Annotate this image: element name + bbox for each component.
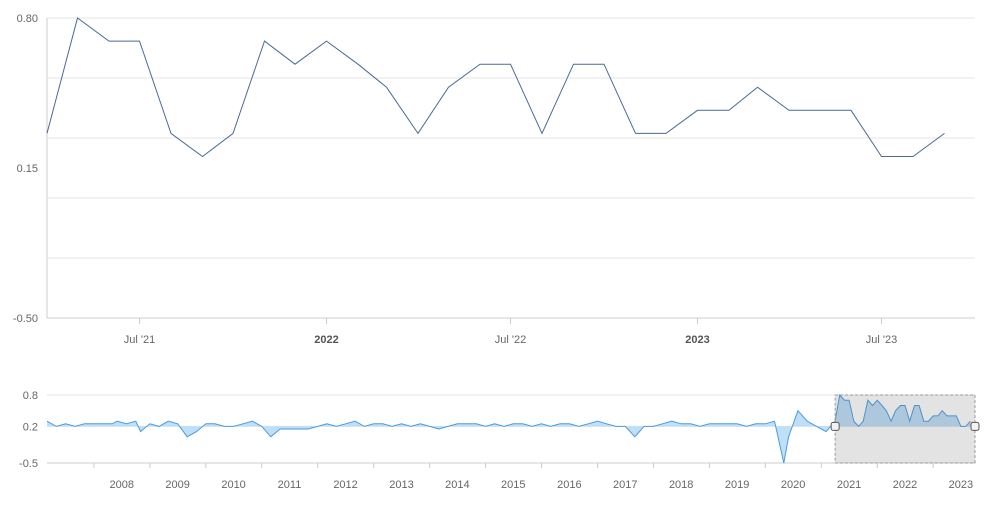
main-y-tick-label: -0.50 xyxy=(13,313,38,325)
main-data-point xyxy=(757,87,758,88)
main-data-point xyxy=(232,133,233,134)
navigator-x-tick-label: 2012 xyxy=(333,479,357,491)
main-data-point xyxy=(202,156,203,157)
navigator-x-tick-label: 2023 xyxy=(949,479,973,491)
navigator-x-tick-label: 2011 xyxy=(278,479,302,491)
main-data-point xyxy=(326,40,327,41)
main-data-point xyxy=(479,64,480,65)
main-y-tick-label: 0.80 xyxy=(17,13,38,25)
navigator-x-tick-label: 2014 xyxy=(445,479,469,491)
main-y-axis-labels: 0.80 0.15 -0.50 xyxy=(13,13,38,325)
navigator-x-tick-label: 2017 xyxy=(613,479,637,491)
main-x-tick-label: 2022 xyxy=(314,334,338,346)
main-data-point xyxy=(819,110,820,111)
main-data-point xyxy=(170,133,171,134)
navigator-x-tick-label: 2008 xyxy=(110,479,134,491)
main-data-point xyxy=(417,133,418,134)
navigator-line xyxy=(46,393,971,464)
navigator-x-tick-label: 2009 xyxy=(165,479,189,491)
main-data-point xyxy=(603,64,604,65)
navigator-y-tick-label: 0.8 xyxy=(23,390,38,402)
navigator-x-tick-label: 2016 xyxy=(557,479,581,491)
navigator-selection[interactable] xyxy=(830,394,980,464)
main-x-tick-label: 2023 xyxy=(685,334,709,346)
main-data-point xyxy=(665,133,666,134)
main-data-point xyxy=(788,110,789,111)
navigator-x-tick-label: 2020 xyxy=(781,479,805,491)
navigator-left-handle[interactable] xyxy=(830,421,840,431)
navigator-x-tick-label: 2022 xyxy=(893,479,917,491)
main-series-line xyxy=(46,17,945,158)
main-data-point xyxy=(77,17,78,18)
main-data-point xyxy=(541,133,542,134)
main-data-point xyxy=(139,40,140,41)
navigator-selected-range[interactable] xyxy=(834,394,976,464)
main-data-point xyxy=(264,40,265,41)
navigator-right-handle[interactable] xyxy=(970,421,980,431)
main-data-point xyxy=(573,64,574,65)
navigator-x-tick-label: 2019 xyxy=(725,479,749,491)
main-x-tick-label: Jul '23 xyxy=(866,334,897,346)
navigator-y-tick-label: 0.2 xyxy=(23,421,38,433)
navigator-x-tick-label: 2018 xyxy=(669,479,693,491)
main-data-point xyxy=(944,133,945,134)
main-y-tick-label: 0.15 xyxy=(17,163,38,175)
navigator-y-axis-labels: 0.8 0.2 -0.5 xyxy=(19,390,38,470)
main-data-point xyxy=(386,87,387,88)
main-grid xyxy=(46,17,975,319)
main-data-point xyxy=(881,156,882,157)
main-data-point xyxy=(294,64,295,65)
main-data-point xyxy=(697,110,698,111)
main-x-tick-label: Jul '22 xyxy=(495,334,526,346)
main-data-point xyxy=(448,87,449,88)
navigator-series xyxy=(46,393,971,464)
main-data-point xyxy=(46,133,47,134)
main-data-point xyxy=(357,64,358,65)
main-data-point xyxy=(850,110,851,111)
navigator-x-tick-label: 2015 xyxy=(501,479,525,491)
main-data-point xyxy=(728,110,729,111)
main-x-axis-labels: Jul '21 2022 Jul '22 2023 Jul '23 xyxy=(124,318,897,346)
navigator-x-tick-label: 2021 xyxy=(837,479,861,491)
navigator-x-axis-labels: 2008 2009 2010 2011 2012 2013 2014 2015 2016 2017… xyxy=(93,463,973,491)
navigator-x-tick-label: 2010 xyxy=(221,479,245,491)
main-data-point xyxy=(510,64,511,65)
navigator-y-tick-label: -0.5 xyxy=(19,458,38,470)
main-x-tick-label: Jul '21 xyxy=(124,334,155,346)
main-data-point xyxy=(635,133,636,134)
navigator-x-tick-label: 2013 xyxy=(389,479,413,491)
main-series xyxy=(46,17,945,158)
main-data-point xyxy=(108,40,109,41)
main-data-point xyxy=(912,156,913,157)
